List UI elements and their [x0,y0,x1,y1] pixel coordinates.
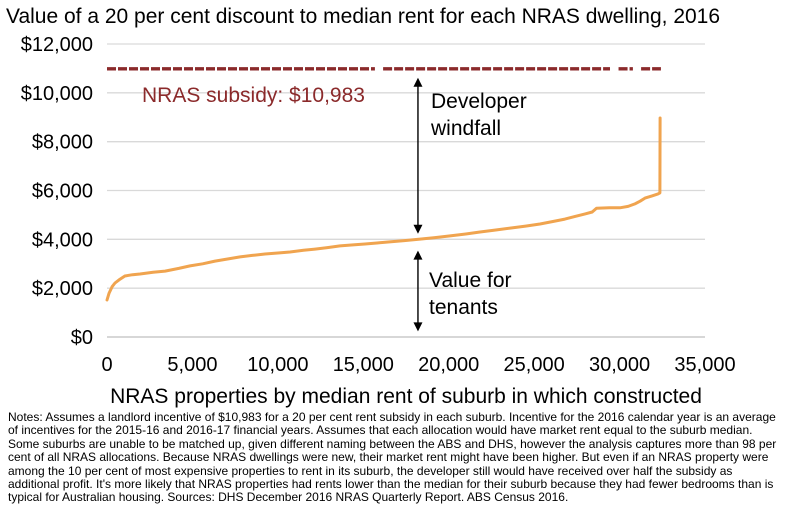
developer-windfall-arrow-head-bottom [413,224,423,234]
y-tick-label: $8,000 [32,132,93,154]
x-tick-label: 30,000 [589,354,650,376]
value-for-tenants-arrow-head-bottom [413,322,423,332]
developer-windfall-label: Developer windfall [430,90,527,140]
x-tick-label: 10,000 [247,354,308,376]
x-tick-label: 5,000 [167,354,217,376]
x-axis-title: NRAS properties by median rent of suburb… [110,385,702,408]
y-tick-label: $10,000 [21,83,93,105]
notes-text: Notes: Assumes a landlord incentive of $… [8,410,777,505]
y-tick-label: $6,000 [32,181,93,203]
developer-windfall-arrow-head-top [413,77,423,87]
x-tick-label: 35,000 [674,354,735,376]
y-tick-label: $4,000 [32,229,93,251]
chart-title: Value of a 20 per cent discount to media… [6,5,721,28]
y-tick-label: $0 [71,327,93,349]
x-tick-label: 15,000 [333,354,394,376]
rent-discount-curve [105,116,662,302]
x-tick-label: 25,000 [504,354,565,376]
y-tick-label: $2,000 [32,278,93,300]
y-tick-label: $12,000 [21,34,93,56]
value-for-tenants-label: Value for tenants [429,269,512,319]
x-tick-label: 20,000 [418,354,479,376]
value-for-tenants-arrow-head-top [413,250,423,260]
x-tick-label: 0 [101,354,112,376]
nras-subsidy-label: NRAS subsidy: $10,983 [142,84,365,107]
